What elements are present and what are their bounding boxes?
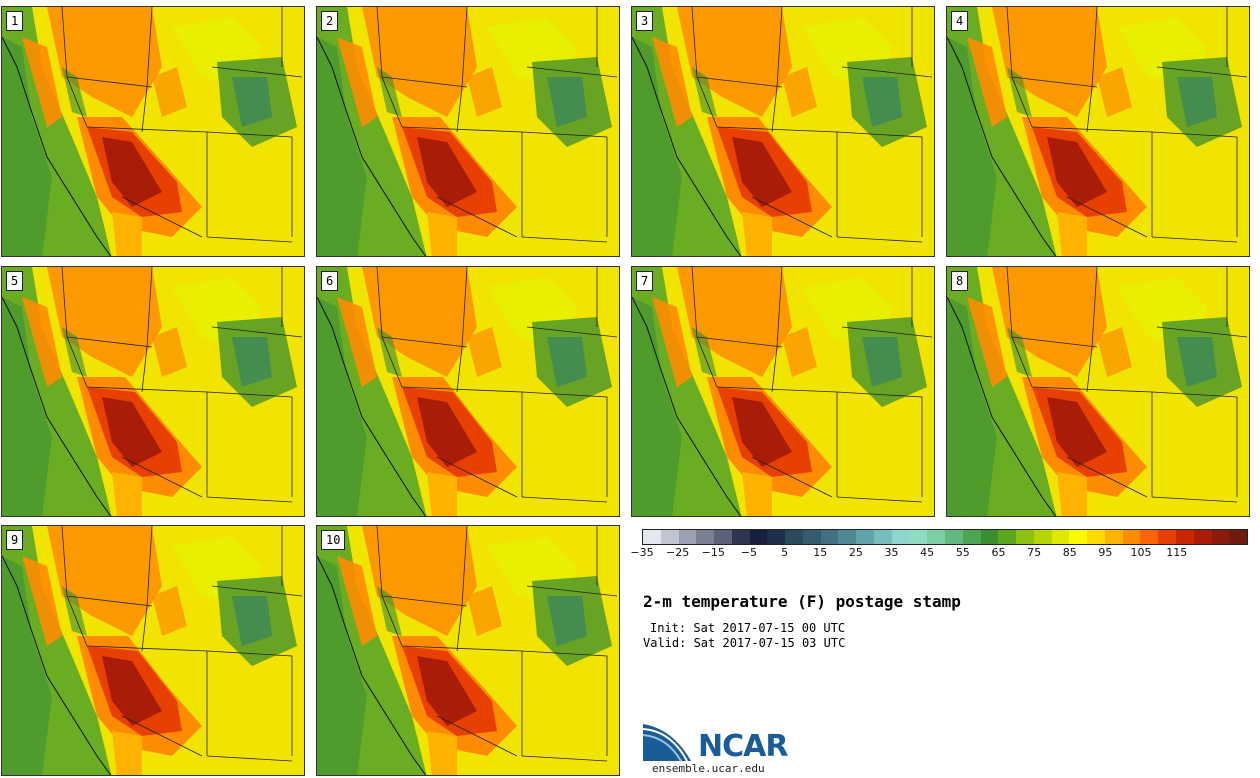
colorbar-cell bbox=[696, 530, 715, 544]
ensemble-member-map: 5 bbox=[1, 266, 305, 517]
colorbar-tick-label: −25 bbox=[666, 546, 690, 559]
temperature-map bbox=[317, 526, 619, 775]
colorbar-cell bbox=[856, 530, 874, 544]
colorbar-tick-label: 15 bbox=[813, 546, 828, 559]
member-number-label: 9 bbox=[6, 530, 24, 550]
ensemble-member-map: 7 bbox=[631, 266, 935, 517]
colorbar-tick-label: −5 bbox=[740, 546, 758, 559]
logo-url: ensemble.ucar.edu bbox=[652, 762, 765, 775]
ensemble-member-map: 2 bbox=[316, 6, 620, 257]
colorbar-cell bbox=[820, 530, 839, 544]
temperature-map bbox=[632, 7, 934, 256]
colorbar-cell bbox=[1193, 530, 1212, 544]
colorbar-cell bbox=[891, 530, 910, 544]
colorbar-cell bbox=[714, 530, 732, 544]
colorbar-cell bbox=[927, 530, 946, 544]
colorbar-ticks: −35 −25 −15 −5 5 15 25 35 45 55 65 75 85 95 105 115 bbox=[630, 546, 1248, 566]
ensemble-member-map: 1 bbox=[1, 6, 305, 257]
colorbar-cell bbox=[785, 530, 803, 544]
colorbar-cell bbox=[660, 530, 679, 544]
temperature-map bbox=[317, 7, 619, 256]
valid-time: Valid: Sat 2017-07-15 03 UTC bbox=[643, 636, 846, 650]
temperature-map bbox=[2, 526, 304, 775]
member-number-label: 3 bbox=[636, 11, 654, 31]
ensemble-member-map: 9 bbox=[1, 525, 305, 776]
colorbar-tick-label: 115 bbox=[1166, 546, 1188, 559]
ensemble-member-map: 4 bbox=[946, 6, 1250, 257]
ncar-logo-icon bbox=[643, 724, 691, 762]
member-number-label: 4 bbox=[951, 11, 969, 31]
member-number-label: 8 bbox=[951, 271, 969, 291]
member-number-label: 2 bbox=[321, 11, 339, 31]
temperature-map bbox=[632, 267, 934, 516]
colorbar-cell bbox=[643, 530, 661, 544]
temperature-map bbox=[2, 267, 304, 516]
chart-title: 2-m temperature (F) postage stamp bbox=[643, 592, 961, 611]
colorbar-cell bbox=[909, 530, 928, 544]
ensemble-member-map: 6 bbox=[316, 266, 620, 517]
colorbar-cell bbox=[1140, 530, 1159, 544]
colorbar-cell bbox=[802, 530, 821, 544]
colorbar-cell bbox=[980, 530, 999, 544]
colorbar-tick-label: 35 bbox=[884, 546, 899, 559]
colorbar-cell bbox=[1175, 530, 1194, 544]
temperature-map bbox=[317, 267, 619, 516]
colorbar-cell bbox=[1069, 530, 1088, 544]
member-number-label: 5 bbox=[6, 271, 24, 291]
colorbar-cell bbox=[1122, 530, 1141, 544]
member-number-label: 1 bbox=[6, 11, 24, 31]
colorbar-tick-label: 25 bbox=[848, 546, 863, 559]
colorbar-cell bbox=[945, 530, 963, 544]
temperature-map bbox=[2, 7, 304, 256]
colorbar-tick-label: 85 bbox=[1062, 546, 1077, 559]
colorbar-cell bbox=[1104, 530, 1123, 544]
temperature-map bbox=[947, 267, 1249, 516]
colorbar-tick-label: 45 bbox=[920, 546, 935, 559]
member-number-label: 7 bbox=[636, 271, 654, 291]
colorbar-cell bbox=[731, 530, 750, 544]
member-number-label: 10 bbox=[321, 530, 346, 550]
colorbar-cell bbox=[873, 530, 892, 544]
ensemble-member-map: 10 bbox=[316, 525, 620, 776]
colorbar-tick-label: 75 bbox=[1027, 546, 1042, 559]
colorbar-tick-label: 55 bbox=[955, 546, 970, 559]
colorbar-cell bbox=[678, 530, 697, 544]
colorbar-cell bbox=[998, 530, 1017, 544]
logo-text: NCAR bbox=[698, 729, 788, 764]
colorbar bbox=[642, 529, 1248, 545]
colorbar-cell bbox=[838, 530, 857, 544]
colorbar-cell bbox=[1016, 530, 1034, 544]
colorbar-cell bbox=[1229, 530, 1248, 544]
ensemble-member-map: 8 bbox=[946, 266, 1250, 517]
colorbar-cell bbox=[1211, 530, 1230, 544]
colorbar-tick-label: 95 bbox=[1098, 546, 1113, 559]
ensemble-member-map: 3 bbox=[631, 6, 935, 257]
temperature-map bbox=[947, 7, 1249, 256]
colorbar-tick-label: 65 bbox=[991, 546, 1006, 559]
colorbar-cell bbox=[1033, 530, 1052, 544]
colorbar-cell bbox=[1087, 530, 1105, 544]
colorbar-tick-label: −35 bbox=[630, 546, 654, 559]
colorbar-cell bbox=[767, 530, 786, 544]
init-time: Init: Sat 2017-07-15 00 UTC bbox=[650, 621, 846, 635]
colorbar-tick-label: 105 bbox=[1130, 546, 1152, 559]
colorbar-cell bbox=[1158, 530, 1176, 544]
member-number-label: 6 bbox=[321, 271, 339, 291]
colorbar-tick-label: −15 bbox=[701, 546, 725, 559]
colorbar-cell bbox=[1051, 530, 1070, 544]
colorbar-cell bbox=[962, 530, 981, 544]
colorbar-tick-label: 5 bbox=[781, 546, 789, 559]
colorbar-cell bbox=[749, 530, 768, 544]
